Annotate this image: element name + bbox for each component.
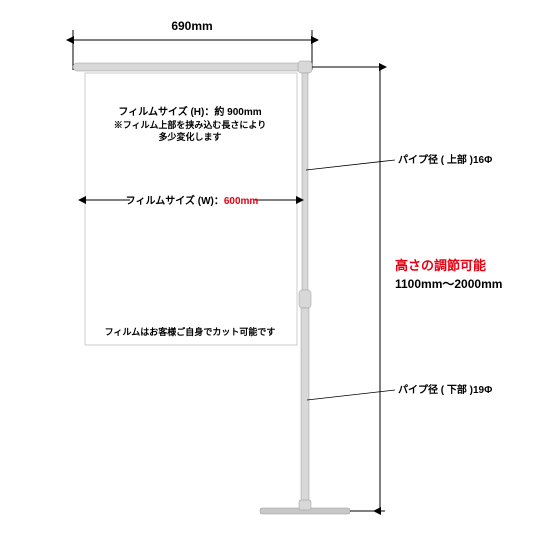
lower-pipe <box>301 308 309 510</box>
upper-pipe-leader <box>306 160 395 170</box>
diagram-container: 690mm フィルムサイズ (H)：約 900mm ※フィルム上部を挟み込む長さ… <box>0 0 550 550</box>
film-note-1: ※フィルム上部を挟み込む長さにより <box>114 119 266 130</box>
upper-pipe-label: パイプ径 ( 上部 )16Φ <box>398 153 492 166</box>
top-bar <box>73 63 312 71</box>
film-cut-note: フィルムはお客様ご自身でカット可能です <box>105 326 276 337</box>
diagram-svg: 690mm フィルムサイズ (H)：約 900mm ※フィルム上部を挟み込む長さ… <box>0 0 550 550</box>
film-w-label: フィルムサイズ (W)：600mm <box>126 194 259 207</box>
dim-top-label: 690mm <box>171 19 212 33</box>
height-adjust-title: 高さの調節可能 <box>395 258 486 273</box>
lower-pipe-label: パイプ径 ( 下部 )19Φ <box>398 383 492 396</box>
height-range: 1100mm～2000mm <box>395 277 502 291</box>
upper-pipe <box>302 73 308 295</box>
lower-pipe-leader <box>307 390 395 400</box>
elbow-joint <box>298 61 312 73</box>
film-h-label: フィルムサイズ (H)：約 900mm <box>118 105 261 118</box>
film-note-2: 多少変化します <box>158 131 221 142</box>
base-collar <box>299 500 311 510</box>
coupling-joint <box>299 290 311 308</box>
